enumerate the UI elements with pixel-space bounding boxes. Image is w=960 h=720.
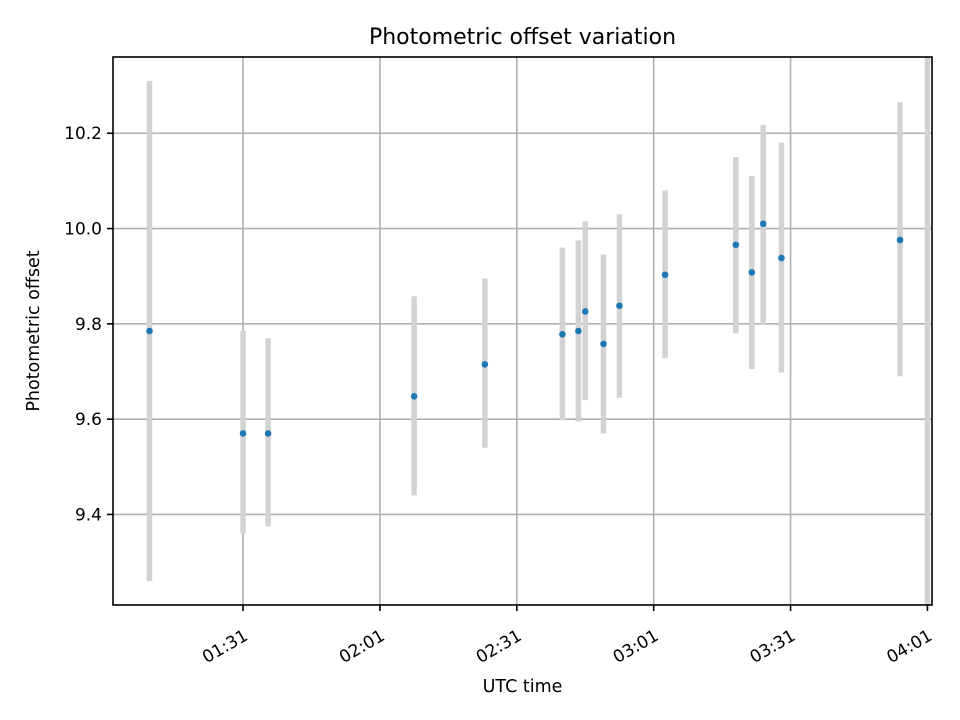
plot-frame (112, 56, 933, 606)
data-point (559, 331, 566, 338)
y-tick-label: 10.2 (64, 124, 102, 144)
data-point (732, 241, 740, 249)
y-tick-label: 9.6 (75, 410, 102, 430)
data-point (146, 327, 153, 335)
data-point (481, 361, 489, 368)
data-points (146, 220, 904, 437)
data-point (896, 236, 904, 244)
data-point (661, 271, 669, 279)
chart-title: Photometric offset variation (369, 25, 676, 50)
y-tick-label: 9.4 (75, 505, 102, 525)
y-tick-label: 9.8 (75, 315, 102, 335)
data-point (575, 327, 582, 335)
y-tick-label: 10.0 (64, 220, 102, 240)
y-axis-label: Photometric offset (24, 250, 44, 411)
data-point (264, 430, 272, 437)
data-point (410, 392, 418, 400)
data-point (778, 254, 785, 262)
data-point (616, 302, 623, 310)
x-axis-label: UTC time (483, 677, 563, 697)
data-point (600, 340, 607, 348)
data-point (748, 269, 756, 276)
data-point (239, 430, 247, 437)
data-point (759, 220, 767, 228)
data-point (581, 308, 589, 315)
